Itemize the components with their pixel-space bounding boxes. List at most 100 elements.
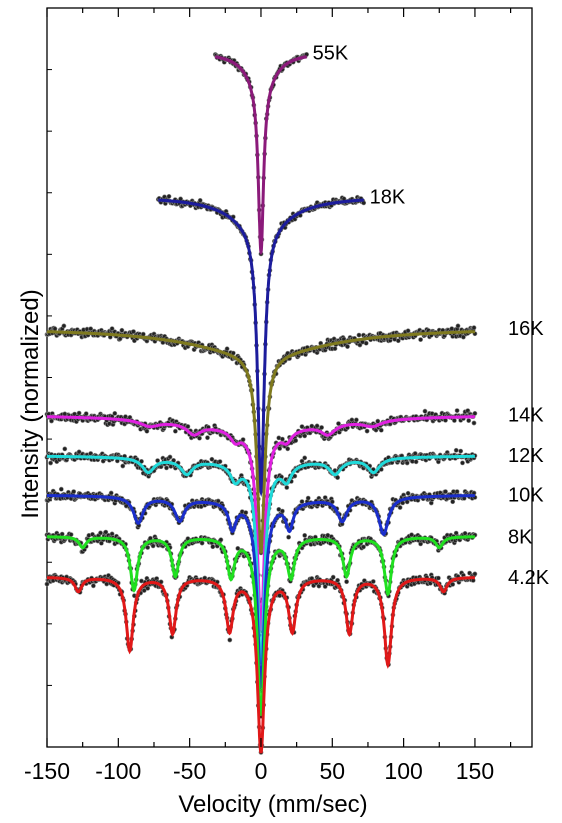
data-point [150,543,156,549]
data-point [471,325,477,331]
data-point [422,408,428,414]
data-point [49,418,54,424]
data-point [199,540,205,546]
data-point [336,421,341,426]
data-point [370,579,376,584]
data-point [185,424,191,429]
data-point [279,436,285,442]
series-label: 18K [370,186,406,208]
data-point [450,582,456,587]
data-point [52,326,58,332]
data-point [472,410,478,416]
data-point [91,583,96,589]
data-point [120,463,126,469]
data-point [361,544,366,550]
data-point [305,495,311,501]
data-point [240,437,246,442]
data-point [167,454,173,460]
data-point [302,455,308,461]
data-point [356,332,362,338]
data-point [454,408,460,413]
data-point [144,428,150,434]
x-tick-label: 100 [384,758,422,784]
data-point [155,458,160,463]
data-point [197,197,203,203]
data-point [131,329,136,334]
data-point [344,579,349,585]
data-point [397,505,403,510]
data-point [472,571,478,577]
data-point [405,490,411,496]
x-tick-label: -100 [95,758,141,784]
data-point [335,475,340,480]
series-label: 55K [313,42,349,64]
series-label: 8K [508,526,533,548]
data-point [164,465,169,471]
y-axis-title: Intensity (normalized) [17,289,44,518]
series-label: 12K [508,445,544,467]
data-point [435,575,441,581]
data-point [209,456,215,462]
data-point [412,451,418,456]
data-point [378,427,384,433]
data-point [458,448,464,454]
plot-frame [46,7,533,748]
series-label: 14K [508,404,544,426]
x-tick-label: 150 [456,758,494,784]
data-point [284,485,290,490]
x-tick-label: -50 [173,758,206,784]
x-axis-title: Velocity (mm/sec) [178,791,367,818]
data-point [61,323,67,329]
data-point [166,193,172,199]
data-point [112,410,118,416]
data-point [139,458,144,464]
data-point [319,425,324,430]
data-point [58,486,64,492]
data-point [314,423,320,429]
data-point [451,418,457,423]
data-point [345,344,350,349]
series-label: 4.2K [508,567,550,589]
data-point [460,334,466,340]
data-point [330,574,336,580]
data-point [108,490,114,496]
data-point [76,449,82,455]
data-point [455,323,461,329]
data-point [197,435,202,441]
data-point [286,534,291,540]
data-point [357,342,363,348]
data-point [460,460,465,466]
data-point [285,446,291,452]
data-point [119,327,125,333]
data-point [224,346,230,352]
data-point [68,532,74,537]
data-point [404,460,410,466]
data-point [210,544,216,550]
data-point [302,533,308,538]
data-point [375,418,381,424]
data-point [332,346,338,351]
x-tick-label: 0 [255,758,268,784]
data-point [48,460,53,466]
data-point [299,424,305,429]
data-point [218,537,224,543]
data-point [98,530,103,536]
data-point [413,459,419,465]
data-point [44,581,50,587]
data-point [145,545,151,550]
data-point [71,489,77,494]
x-tick-label: 50 [319,758,345,784]
data-point [205,435,210,441]
data-point [243,510,249,515]
data-point [59,531,65,537]
data-point [395,338,401,344]
series-label: 10K [508,484,544,506]
data-point [217,459,223,464]
data-point [364,428,370,434]
data-point [418,337,423,342]
data-point [76,410,82,416]
x-tick-label: -150 [24,758,70,784]
data-point [293,438,299,443]
data-point [450,499,456,505]
